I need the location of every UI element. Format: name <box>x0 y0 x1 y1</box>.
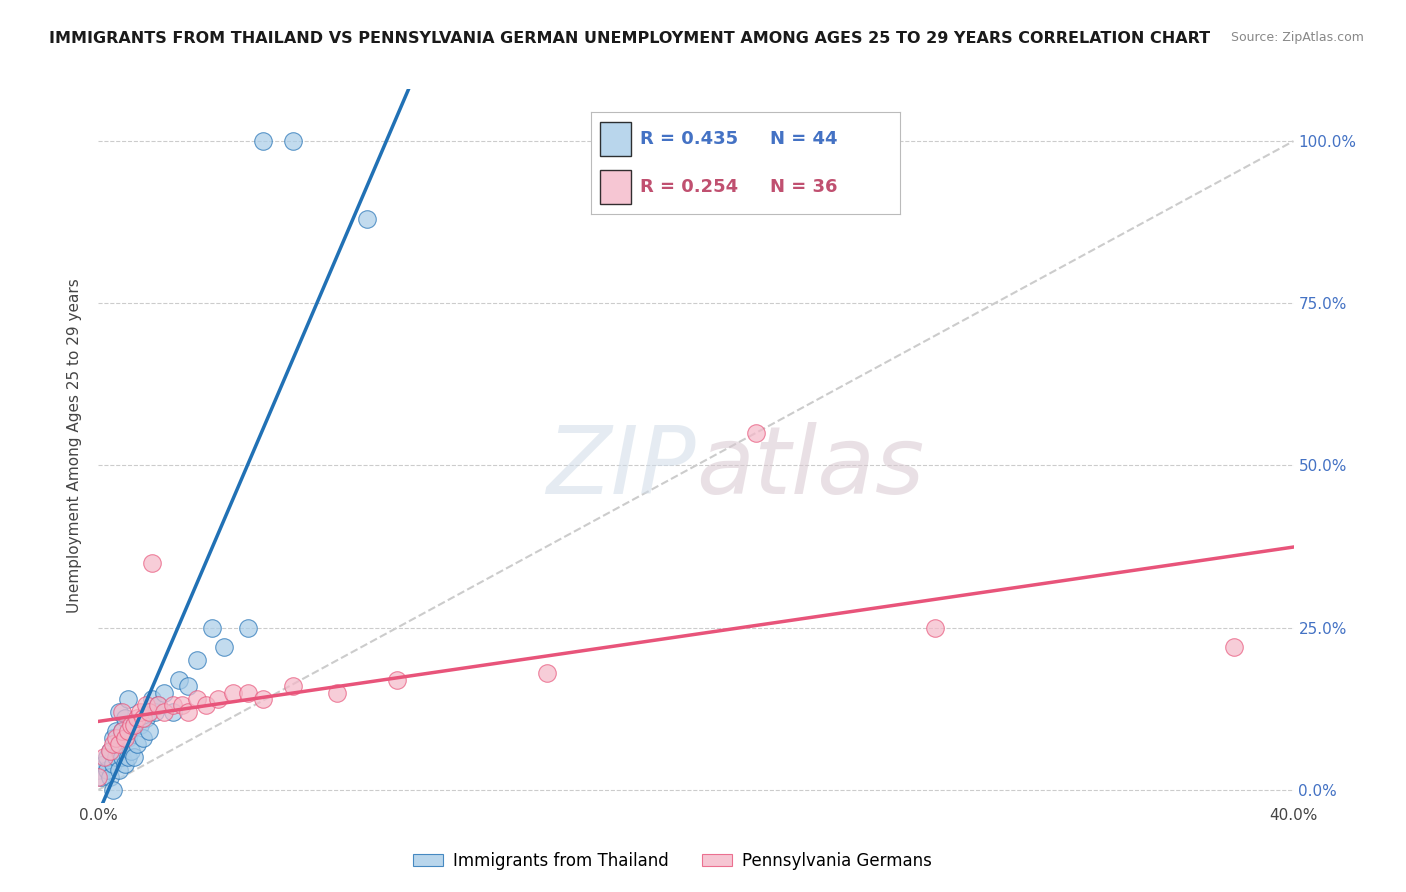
Point <box>148 698 170 713</box>
Point <box>96 750 118 764</box>
Text: atlas: atlas <box>696 422 924 513</box>
Point <box>111 724 134 739</box>
Point <box>536 666 558 681</box>
Point <box>326 685 349 699</box>
Point <box>186 653 208 667</box>
Point <box>236 685 259 699</box>
Point <box>124 718 146 732</box>
Point <box>138 724 160 739</box>
Text: R = 0.435: R = 0.435 <box>640 129 738 148</box>
Point <box>120 718 142 732</box>
Point <box>236 621 259 635</box>
Point <box>114 756 136 771</box>
Point <box>177 705 200 719</box>
Point <box>148 698 170 713</box>
Point <box>100 744 122 758</box>
Point <box>141 692 163 706</box>
Point <box>120 744 142 758</box>
Point <box>114 711 136 725</box>
Point <box>100 744 122 758</box>
Point <box>114 731 136 745</box>
Point <box>186 692 208 706</box>
Point <box>103 738 125 752</box>
Text: R = 0.254: R = 0.254 <box>640 178 738 196</box>
Point <box>167 673 190 687</box>
Text: Source: ZipAtlas.com: Source: ZipAtlas.com <box>1230 31 1364 45</box>
Point <box>108 764 131 778</box>
Point <box>111 724 134 739</box>
Point <box>103 756 125 771</box>
Point <box>195 698 218 713</box>
Point <box>103 782 125 797</box>
Point <box>103 731 125 745</box>
Point <box>108 705 131 719</box>
Point <box>207 692 229 706</box>
Y-axis label: Unemployment Among Ages 25 to 29 years: Unemployment Among Ages 25 to 29 years <box>67 278 83 614</box>
Point <box>252 692 274 706</box>
Point <box>117 724 139 739</box>
Point <box>100 770 122 784</box>
Point <box>105 724 128 739</box>
Point <box>87 770 110 784</box>
Point <box>132 711 155 725</box>
Point <box>222 685 245 699</box>
Text: IMMIGRANTS FROM THAILAND VS PENNSYLVANIA GERMAN UNEMPLOYMENT AMONG AGES 25 TO 29: IMMIGRANTS FROM THAILAND VS PENNSYLVANIA… <box>49 31 1211 46</box>
Point <box>129 705 152 719</box>
Point <box>96 764 118 778</box>
Point <box>1223 640 1246 654</box>
Text: ZIP: ZIP <box>547 422 696 513</box>
Point <box>281 679 304 693</box>
Legend: Immigrants from Thailand, Pennsylvania Germans: Immigrants from Thailand, Pennsylvania G… <box>406 846 938 877</box>
Text: N = 36: N = 36 <box>770 178 838 196</box>
Point <box>132 731 155 745</box>
Point <box>138 705 160 719</box>
Point <box>135 698 157 713</box>
Point <box>105 731 128 745</box>
Point <box>162 705 184 719</box>
Point <box>124 718 146 732</box>
Point <box>745 425 768 440</box>
Point <box>105 750 128 764</box>
Point <box>281 134 304 148</box>
Point <box>117 731 139 745</box>
Point <box>201 621 224 635</box>
Point <box>111 750 134 764</box>
Point <box>111 705 134 719</box>
Point <box>93 750 115 764</box>
Point <box>87 764 110 778</box>
Point <box>124 750 146 764</box>
Point <box>117 692 139 706</box>
Point <box>356 211 378 226</box>
Point <box>141 556 163 570</box>
Point <box>93 756 115 771</box>
Point <box>162 698 184 713</box>
Point <box>90 770 112 784</box>
Point <box>153 705 176 719</box>
Point <box>143 705 166 719</box>
Point <box>117 750 139 764</box>
Point <box>153 685 176 699</box>
Point <box>108 744 131 758</box>
Point <box>108 738 131 752</box>
Point <box>172 698 194 713</box>
Point <box>127 711 149 725</box>
Point <box>924 621 946 635</box>
Point <box>177 679 200 693</box>
Point <box>212 640 235 654</box>
Point <box>252 134 274 148</box>
Point <box>385 673 409 687</box>
Point <box>129 718 152 732</box>
Text: N = 44: N = 44 <box>770 129 838 148</box>
Point <box>127 738 149 752</box>
FancyBboxPatch shape <box>600 122 631 155</box>
Point <box>135 711 157 725</box>
FancyBboxPatch shape <box>600 170 631 204</box>
